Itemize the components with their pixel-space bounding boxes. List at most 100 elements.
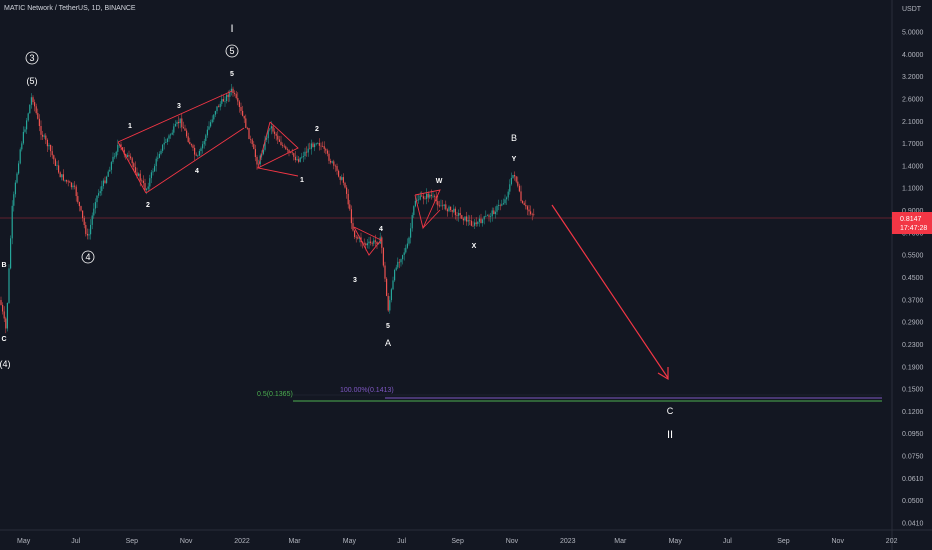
candle-body — [282, 145, 284, 146]
candle-body — [11, 205, 13, 239]
wave-label-3: 3 — [177, 103, 181, 110]
wave-label-5-top: 5 — [230, 71, 234, 78]
candle-body — [86, 233, 88, 236]
candle-body — [349, 204, 351, 210]
candle-body — [338, 170, 340, 177]
candle-body — [448, 206, 450, 212]
candle-body — [421, 195, 423, 197]
candle-body — [221, 99, 223, 104]
time-tick-label: May — [669, 538, 683, 545]
candle-body — [102, 180, 104, 187]
price-tick-label: 0.0610 — [902, 476, 924, 483]
candle-body — [88, 234, 90, 236]
candle-body — [78, 202, 80, 207]
candle-body — [99, 191, 101, 194]
price-tick-label: 1.4000 — [902, 163, 924, 170]
candle-body — [286, 149, 288, 150]
candle-body — [346, 187, 348, 194]
candle-body — [395, 267, 397, 271]
candle-body — [10, 238, 12, 269]
candle-body — [214, 111, 216, 115]
candle-body — [275, 133, 277, 136]
price-tick-label: 0.3700 — [902, 297, 924, 304]
candle-body — [285, 146, 287, 150]
candle-body — [507, 191, 509, 198]
candle-body — [61, 174, 63, 178]
candle-body — [213, 114, 215, 120]
candle-body — [397, 261, 399, 268]
candle-body — [222, 99, 224, 102]
candle-body — [272, 126, 274, 132]
candle-body — [413, 206, 415, 216]
candle-body — [293, 153, 295, 157]
candle-body — [326, 150, 328, 154]
time-tick-label: Sep — [126, 538, 139, 545]
price-tick-label: 0.5500 — [902, 253, 924, 260]
candle-body — [144, 183, 146, 190]
price-axis[interactable]: 5.0000 4.0000 3.2000 2.6000 2.1000 1.7000 1.40… — [902, 30, 924, 528]
wave-label-small-c: C — [1, 336, 6, 343]
candle-body — [43, 135, 45, 137]
candle-body — [46, 139, 48, 147]
candle-body — [219, 103, 221, 108]
candle-body — [72, 185, 74, 188]
forecast-arrow[interactable] — [551, 204, 669, 381]
price-tick-label: 0.1500 — [902, 387, 924, 394]
candle-body — [419, 195, 421, 200]
candle-body — [133, 163, 135, 168]
countdown-label: 17:47:28 — [900, 225, 927, 232]
candle-body — [416, 200, 418, 201]
candle-body — [400, 259, 402, 263]
candle-body — [306, 151, 308, 153]
candle-body — [6, 302, 8, 329]
candle-body — [139, 173, 141, 181]
candle-body — [318, 143, 320, 146]
candle-body — [446, 209, 448, 212]
symbol-title[interactable]: MATIC Network / TetherUS, 1D, BINANCE — [4, 5, 136, 12]
candle-body — [378, 243, 380, 245]
candle-body — [283, 145, 285, 147]
candle-body — [320, 145, 322, 147]
wave-label-B: B — [511, 133, 517, 143]
time-tick-label: Jul — [71, 538, 80, 545]
candle-body — [8, 268, 10, 303]
price-tick-label: 0.0750 — [902, 454, 924, 461]
candle-body — [437, 201, 439, 206]
candle-body — [227, 94, 229, 97]
candle-body — [29, 104, 31, 114]
candle-body — [3, 311, 5, 319]
candle-body — [512, 175, 514, 178]
candle-body — [366, 243, 368, 246]
candle-body — [322, 145, 324, 147]
candle-body — [234, 93, 236, 95]
wave-label-circled-5: 5 — [229, 46, 234, 56]
candle-body — [469, 220, 471, 221]
candle-body — [117, 145, 119, 152]
candle-body — [112, 156, 114, 163]
candle-body — [310, 143, 312, 149]
time-axis[interactable]: May Jul Sep Nov 2022 Mar May Jul Sep Nov 2023 Mar Ma… — [17, 538, 898, 545]
candle-body — [32, 97, 34, 103]
candle-body — [34, 102, 36, 107]
candle-body — [490, 216, 492, 217]
candle-body — [40, 125, 42, 135]
last-price-label: 0.8147 — [900, 216, 922, 223]
price-tick-label: 1.1000 — [902, 186, 924, 193]
candle-body — [0, 300, 2, 305]
candle-body — [328, 153, 330, 161]
candle-body — [314, 144, 316, 148]
wave-label-d5: 5 — [386, 323, 390, 330]
candle-body — [350, 209, 352, 224]
candle-body — [96, 195, 98, 203]
candle-body — [280, 141, 282, 146]
candle-body — [454, 208, 456, 216]
time-tick-label: Mar — [289, 538, 302, 545]
candle-body — [522, 201, 524, 204]
candle-body — [408, 237, 410, 244]
candle-body — [434, 195, 436, 197]
drawing-channel[interactable] — [117, 90, 441, 256]
candle-body — [123, 149, 125, 155]
candle-body — [182, 127, 184, 129]
candle-body — [110, 162, 112, 170]
